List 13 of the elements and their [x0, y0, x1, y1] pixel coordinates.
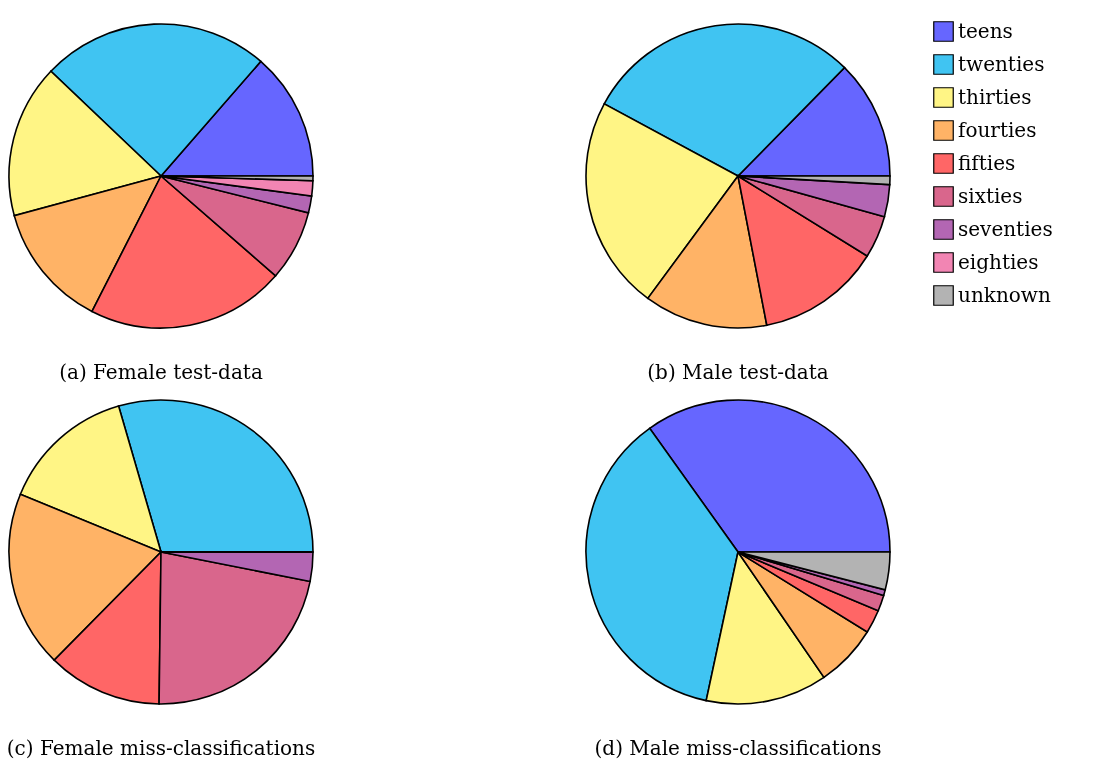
legend-label: fifties: [958, 150, 1016, 175]
legend-label: twenties: [958, 51, 1045, 76]
text: (b) Male test-data: [647, 360, 829, 385]
legend-label: teens: [958, 18, 1013, 43]
text: (a) Female test-data: [59, 360, 263, 385]
legend-label: sixties: [958, 183, 1023, 208]
legend-label: unknown: [958, 282, 1051, 307]
text: (c) Female miss-classifications: [6, 736, 316, 761]
legend-label: fourties: [958, 117, 1037, 142]
legend-label: seventies: [958, 216, 1053, 241]
legend-label: eighties: [958, 249, 1039, 274]
text: (d) Male miss-classifications: [594, 736, 882, 761]
legend-label: thirties: [958, 84, 1032, 109]
